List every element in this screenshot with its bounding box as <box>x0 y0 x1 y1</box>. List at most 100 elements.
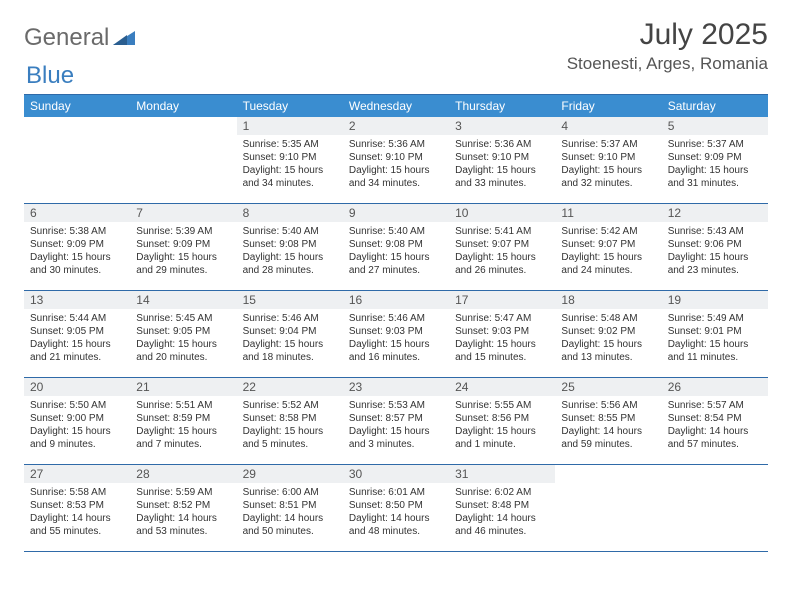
day-details: Sunrise: 5:56 AMSunset: 8:55 PMDaylight:… <box>555 396 661 455</box>
day-number: 12 <box>662 204 768 222</box>
day-number: 13 <box>24 291 130 309</box>
day-cell: 28Sunrise: 5:59 AMSunset: 8:52 PMDayligh… <box>130 465 236 552</box>
day-details: Sunrise: 6:00 AMSunset: 8:51 PMDaylight:… <box>237 483 343 542</box>
weekday-header: Monday <box>130 95 236 117</box>
day-details: Sunrise: 5:38 AMSunset: 9:09 PMDaylight:… <box>24 222 130 281</box>
day-number: 22 <box>237 378 343 396</box>
calendar-row: 6Sunrise: 5:38 AMSunset: 9:09 PMDaylight… <box>24 204 768 291</box>
day-cell: 19Sunrise: 5:49 AMSunset: 9:01 PMDayligh… <box>662 291 768 378</box>
calendar-body: 1Sunrise: 5:35 AMSunset: 9:10 PMDaylight… <box>24 117 768 552</box>
weekday-header: Sunday <box>24 95 130 117</box>
day-number: 1 <box>237 117 343 135</box>
calendar-row: 20Sunrise: 5:50 AMSunset: 9:00 PMDayligh… <box>24 378 768 465</box>
day-number: 8 <box>237 204 343 222</box>
logo-triangle-icon <box>113 27 135 50</box>
day-cell: 1Sunrise: 5:35 AMSunset: 9:10 PMDaylight… <box>237 117 343 204</box>
day-cell: 5Sunrise: 5:37 AMSunset: 9:09 PMDaylight… <box>662 117 768 204</box>
empty-cell <box>662 465 768 552</box>
day-cell: 13Sunrise: 5:44 AMSunset: 9:05 PMDayligh… <box>24 291 130 378</box>
day-details: Sunrise: 5:58 AMSunset: 8:53 PMDaylight:… <box>24 483 130 542</box>
weekday-header: Friday <box>555 95 661 117</box>
empty-cell <box>24 117 130 204</box>
day-number: 15 <box>237 291 343 309</box>
empty-cell <box>130 117 236 204</box>
day-details: Sunrise: 5:37 AMSunset: 9:10 PMDaylight:… <box>555 135 661 194</box>
day-cell: 22Sunrise: 5:52 AMSunset: 8:58 PMDayligh… <box>237 378 343 465</box>
day-details: Sunrise: 5:44 AMSunset: 9:05 PMDaylight:… <box>24 309 130 368</box>
day-cell: 26Sunrise: 5:57 AMSunset: 8:54 PMDayligh… <box>662 378 768 465</box>
day-details: Sunrise: 5:37 AMSunset: 9:09 PMDaylight:… <box>662 135 768 194</box>
day-number: 10 <box>449 204 555 222</box>
day-cell: 29Sunrise: 6:00 AMSunset: 8:51 PMDayligh… <box>237 465 343 552</box>
day-details: Sunrise: 6:01 AMSunset: 8:50 PMDaylight:… <box>343 483 449 542</box>
day-details: Sunrise: 5:48 AMSunset: 9:02 PMDaylight:… <box>555 309 661 368</box>
day-number: 20 <box>24 378 130 396</box>
day-cell: 25Sunrise: 5:56 AMSunset: 8:55 PMDayligh… <box>555 378 661 465</box>
day-cell: 23Sunrise: 5:53 AMSunset: 8:57 PMDayligh… <box>343 378 449 465</box>
day-number: 31 <box>449 465 555 483</box>
calendar-row: 27Sunrise: 5:58 AMSunset: 8:53 PMDayligh… <box>24 465 768 552</box>
day-cell: 8Sunrise: 5:40 AMSunset: 9:08 PMDaylight… <box>237 204 343 291</box>
day-cell: 2Sunrise: 5:36 AMSunset: 9:10 PMDaylight… <box>343 117 449 204</box>
day-details: Sunrise: 5:40 AMSunset: 9:08 PMDaylight:… <box>237 222 343 281</box>
day-number: 27 <box>24 465 130 483</box>
calendar-row: 1Sunrise: 5:35 AMSunset: 9:10 PMDaylight… <box>24 117 768 204</box>
day-number: 2 <box>343 117 449 135</box>
month-title: July 2025 <box>567 18 768 52</box>
day-cell: 15Sunrise: 5:46 AMSunset: 9:04 PMDayligh… <box>237 291 343 378</box>
day-cell: 30Sunrise: 6:01 AMSunset: 8:50 PMDayligh… <box>343 465 449 552</box>
day-number: 4 <box>555 117 661 135</box>
day-number: 16 <box>343 291 449 309</box>
day-details: Sunrise: 5:57 AMSunset: 8:54 PMDaylight:… <box>662 396 768 455</box>
day-cell: 12Sunrise: 5:43 AMSunset: 9:06 PMDayligh… <box>662 204 768 291</box>
day-details: Sunrise: 5:59 AMSunset: 8:52 PMDaylight:… <box>130 483 236 542</box>
weekday-header-row: SundayMondayTuesdayWednesdayThursdayFrid… <box>24 95 768 117</box>
empty-cell <box>555 465 661 552</box>
day-details: Sunrise: 5:42 AMSunset: 9:07 PMDaylight:… <box>555 222 661 281</box>
weekday-header: Saturday <box>662 95 768 117</box>
day-number: 23 <box>343 378 449 396</box>
day-details: Sunrise: 5:35 AMSunset: 9:10 PMDaylight:… <box>237 135 343 194</box>
day-number: 7 <box>130 204 236 222</box>
day-details: Sunrise: 5:46 AMSunset: 9:03 PMDaylight:… <box>343 309 449 368</box>
location-text: Stoenesti, Arges, Romania <box>567 54 768 74</box>
weekday-header: Wednesday <box>343 95 449 117</box>
day-number: 5 <box>662 117 768 135</box>
day-cell: 27Sunrise: 5:58 AMSunset: 8:53 PMDayligh… <box>24 465 130 552</box>
weekday-header: Tuesday <box>237 95 343 117</box>
day-details: Sunrise: 5:46 AMSunset: 9:04 PMDaylight:… <box>237 309 343 368</box>
day-number: 11 <box>555 204 661 222</box>
day-details: Sunrise: 5:47 AMSunset: 9:03 PMDaylight:… <box>449 309 555 368</box>
day-cell: 4Sunrise: 5:37 AMSunset: 9:10 PMDaylight… <box>555 117 661 204</box>
day-cell: 11Sunrise: 5:42 AMSunset: 9:07 PMDayligh… <box>555 204 661 291</box>
day-number: 14 <box>130 291 236 309</box>
day-number: 9 <box>343 204 449 222</box>
day-cell: 20Sunrise: 5:50 AMSunset: 9:00 PMDayligh… <box>24 378 130 465</box>
title-block: July 2025 Stoenesti, Arges, Romania <box>567 18 768 74</box>
day-number: 17 <box>449 291 555 309</box>
day-details: Sunrise: 5:51 AMSunset: 8:59 PMDaylight:… <box>130 396 236 455</box>
day-cell: 21Sunrise: 5:51 AMSunset: 8:59 PMDayligh… <box>130 378 236 465</box>
day-details: Sunrise: 5:49 AMSunset: 9:01 PMDaylight:… <box>662 309 768 368</box>
day-cell: 6Sunrise: 5:38 AMSunset: 9:09 PMDaylight… <box>24 204 130 291</box>
day-number: 24 <box>449 378 555 396</box>
day-details: Sunrise: 5:40 AMSunset: 9:08 PMDaylight:… <box>343 222 449 281</box>
day-details: Sunrise: 5:36 AMSunset: 9:10 PMDaylight:… <box>449 135 555 194</box>
day-number: 19 <box>662 291 768 309</box>
day-cell: 17Sunrise: 5:47 AMSunset: 9:03 PMDayligh… <box>449 291 555 378</box>
day-details: Sunrise: 5:43 AMSunset: 9:06 PMDaylight:… <box>662 222 768 281</box>
day-number: 18 <box>555 291 661 309</box>
day-details: Sunrise: 5:55 AMSunset: 8:56 PMDaylight:… <box>449 396 555 455</box>
day-cell: 10Sunrise: 5:41 AMSunset: 9:07 PMDayligh… <box>449 204 555 291</box>
logo-text-blue: Blue <box>26 62 74 89</box>
day-cell: 9Sunrise: 5:40 AMSunset: 9:08 PMDaylight… <box>343 204 449 291</box>
logo-text-general: General <box>24 24 109 52</box>
logo: General <box>24 24 137 52</box>
day-cell: 24Sunrise: 5:55 AMSunset: 8:56 PMDayligh… <box>449 378 555 465</box>
day-cell: 7Sunrise: 5:39 AMSunset: 9:09 PMDaylight… <box>130 204 236 291</box>
day-details: Sunrise: 5:36 AMSunset: 9:10 PMDaylight:… <box>343 135 449 194</box>
day-number: 6 <box>24 204 130 222</box>
day-details: Sunrise: 5:41 AMSunset: 9:07 PMDaylight:… <box>449 222 555 281</box>
day-number: 25 <box>555 378 661 396</box>
day-details: Sunrise: 5:45 AMSunset: 9:05 PMDaylight:… <box>130 309 236 368</box>
